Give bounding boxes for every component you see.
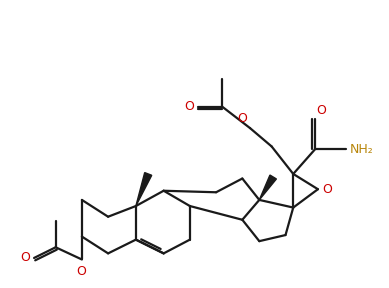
Text: O: O (322, 183, 332, 196)
Text: O: O (237, 113, 247, 126)
Polygon shape (259, 175, 277, 200)
Polygon shape (136, 173, 152, 206)
Text: O: O (20, 251, 30, 264)
Text: NH₂: NH₂ (350, 143, 374, 156)
Text: O: O (317, 104, 327, 117)
Text: O: O (76, 265, 86, 278)
Text: O: O (185, 100, 194, 113)
